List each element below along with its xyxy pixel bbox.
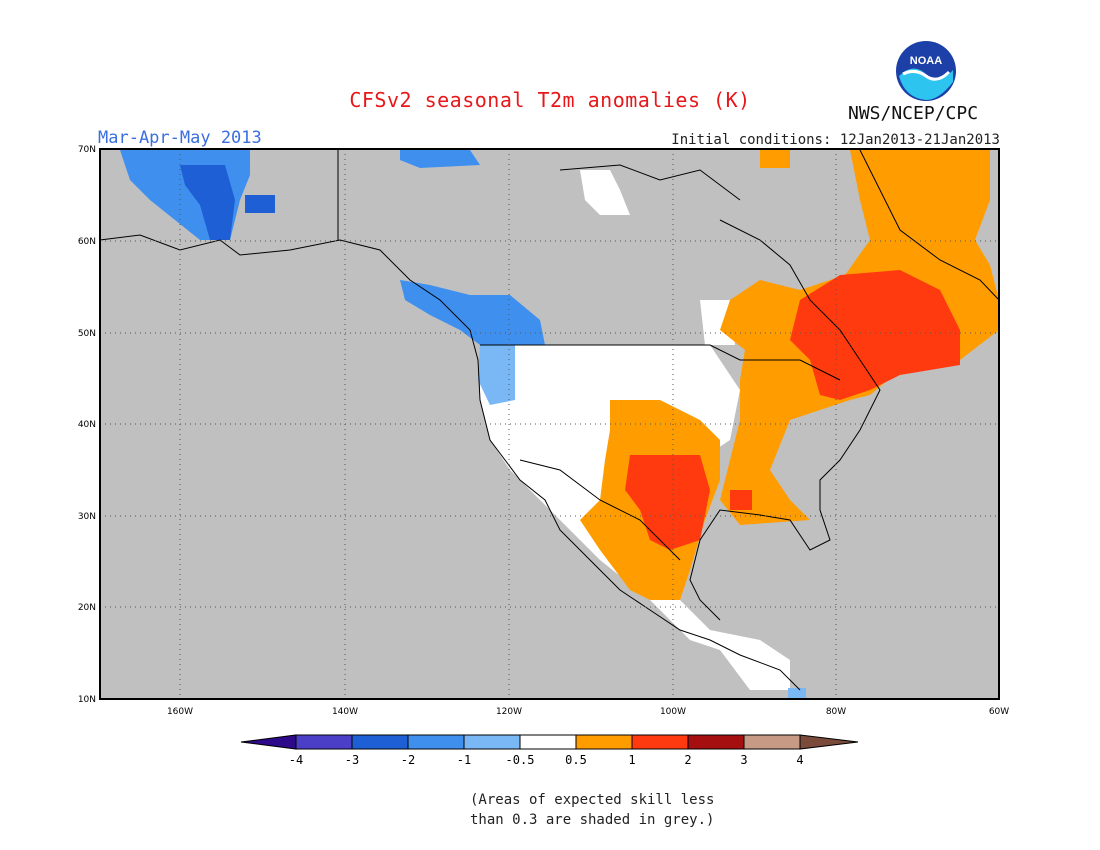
lon-label: 80W bbox=[826, 707, 846, 717]
legend-tick: -2 bbox=[401, 753, 415, 767]
color-legend bbox=[240, 734, 859, 750]
map-frame bbox=[99, 148, 1000, 700]
lat-label: 50N bbox=[78, 329, 96, 339]
legend-tick: -1 bbox=[457, 753, 471, 767]
skill-note-line: than 0.3 are shaded in grey.) bbox=[470, 812, 715, 828]
logo-text: NOAA bbox=[910, 55, 942, 67]
grid-lines bbox=[100, 149, 999, 699]
lat-label: 70N bbox=[78, 145, 96, 155]
forecast-period: Mar-Apr-May 2013 bbox=[98, 128, 262, 148]
legend-swatch bbox=[799, 734, 859, 750]
legend-tick: 1 bbox=[628, 753, 635, 767]
skill-note-line: (Areas of expected skill less bbox=[470, 792, 715, 808]
cool-anomaly-region bbox=[120, 150, 806, 699]
lat-label: 40N bbox=[78, 420, 96, 430]
legend-tick: -4 bbox=[289, 753, 303, 767]
legend-tick: 4 bbox=[796, 753, 803, 767]
legend-tick: -3 bbox=[345, 753, 359, 767]
lat-label: 60N bbox=[78, 237, 96, 247]
lon-label: 100W bbox=[660, 707, 686, 717]
lat-label: 30N bbox=[78, 512, 96, 522]
lon-label: 160W bbox=[167, 707, 193, 717]
legend-swatch bbox=[519, 734, 577, 750]
map-title: CFSv2 seasonal T2m anomalies (K) bbox=[349, 88, 751, 112]
legend-tick: 2 bbox=[684, 753, 691, 767]
legend-swatch bbox=[463, 734, 521, 750]
lon-label: 140W bbox=[332, 707, 358, 717]
legend-swatch bbox=[240, 734, 297, 750]
lat-label: 20N bbox=[78, 603, 96, 613]
legend-swatch bbox=[351, 734, 409, 750]
legend-tick: -0.5 bbox=[506, 753, 535, 767]
legend-swatch bbox=[687, 734, 745, 750]
lon-label: 120W bbox=[496, 707, 522, 717]
lon-label: 60W bbox=[989, 707, 1009, 717]
noaa-logo-icon: NOAA bbox=[896, 41, 956, 101]
legend-swatch bbox=[407, 734, 465, 750]
legend-tick: 0.5 bbox=[565, 753, 587, 767]
legend-swatch bbox=[295, 734, 353, 750]
legend-tick: 3 bbox=[740, 753, 747, 767]
lat-label: 10N bbox=[78, 695, 96, 705]
coastlines bbox=[99, 149, 1000, 691]
legend-swatch bbox=[743, 734, 801, 750]
skill-note: (Areas of expected skill less than 0.3 a… bbox=[470, 790, 714, 830]
legend-swatch bbox=[575, 734, 633, 750]
initial-conditions: Initial conditions: 12Jan2013-21Jan2013 bbox=[671, 132, 1000, 148]
agency-label: NWS/NCEP/CPC bbox=[848, 103, 979, 124]
legend-swatch bbox=[631, 734, 689, 750]
